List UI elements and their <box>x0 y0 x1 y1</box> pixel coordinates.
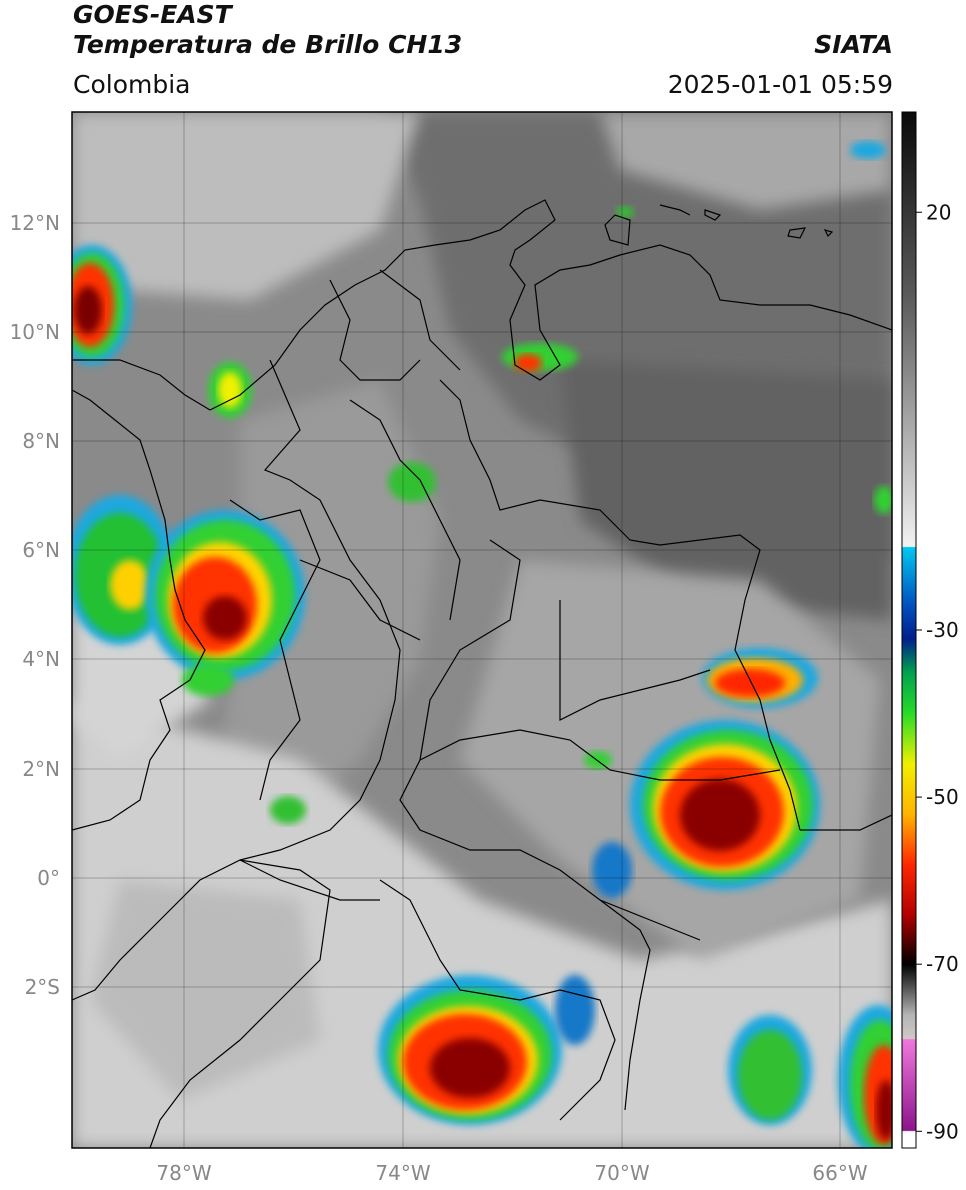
lat-labels: 12°N 10°N 8°N 6°N 4°N 2°N 0° 2°S <box>10 211 60 999</box>
colorbar-tick-label: -30 <box>926 618 959 642</box>
colorbar-segment <box>902 1039 916 1131</box>
lon-labels: 78°W 74°W 70°W 66°W <box>156 1161 867 1185</box>
satellite-title: GOES-EAST <box>73 0 232 29</box>
lat-label: 10°N <box>10 320 60 344</box>
colorbar-segment <box>902 604 916 639</box>
map-frame <box>71 111 893 1149</box>
colorbar-segment <box>902 763 916 815</box>
colorbar-segment <box>902 1130 916 1132</box>
colorbar-segment <box>902 671 916 715</box>
colorbar-segment <box>902 638 916 673</box>
colorbar-segment <box>902 914 916 948</box>
colorbar: 20 -30 -50 -70 -90 <box>901 111 959 1149</box>
colorbar-segment <box>902 1038 916 1040</box>
colorbar-segment <box>902 1014 916 1040</box>
lat-label: 6°N <box>22 538 60 562</box>
colorbar-segment <box>902 295 916 547</box>
lon-label: 70°W <box>594 1161 649 1185</box>
colorbar-segment <box>902 713 916 765</box>
lat-label: 2°S <box>25 975 60 999</box>
product-title: Temperatura de Brillo CH13 <box>73 30 463 59</box>
colorbar-tick-label: -50 <box>926 785 959 809</box>
lat-label: 0° <box>37 866 60 890</box>
lon-label: 78°W <box>156 1161 211 1185</box>
colorbar-segment <box>902 964 916 1015</box>
colorbar-segment <box>902 947 916 965</box>
colorbar-segment <box>902 863 916 915</box>
lat-label: 2°N <box>22 757 60 781</box>
lat-label: 4°N <box>22 647 60 671</box>
convective-cells <box>72 141 892 1148</box>
satellite-image <box>72 112 892 1148</box>
colorbar-segment <box>902 547 916 606</box>
colorbar-tick-label: -90 <box>926 1119 959 1143</box>
agency-label: SIATA <box>814 30 893 59</box>
colorbar-tick-label: -70 <box>926 952 959 976</box>
colorbar-segment <box>902 112 916 297</box>
coastlines-borders <box>72 199 892 1148</box>
datetime-label: 2025-01-01 05:59 <box>667 70 893 99</box>
lat-label: 8°N <box>22 429 60 453</box>
region-label: Colombia <box>73 70 191 99</box>
colorbar-segment <box>902 546 916 548</box>
graticule <box>72 112 892 1148</box>
colorbar-segment <box>902 813 916 865</box>
lon-label: 66°W <box>812 1161 867 1185</box>
lon-label: 74°W <box>375 1161 430 1185</box>
colorbar-segment <box>902 1131 916 1148</box>
colorbar-tick-label: 20 <box>926 200 951 224</box>
lat-label: 12°N <box>10 211 60 235</box>
